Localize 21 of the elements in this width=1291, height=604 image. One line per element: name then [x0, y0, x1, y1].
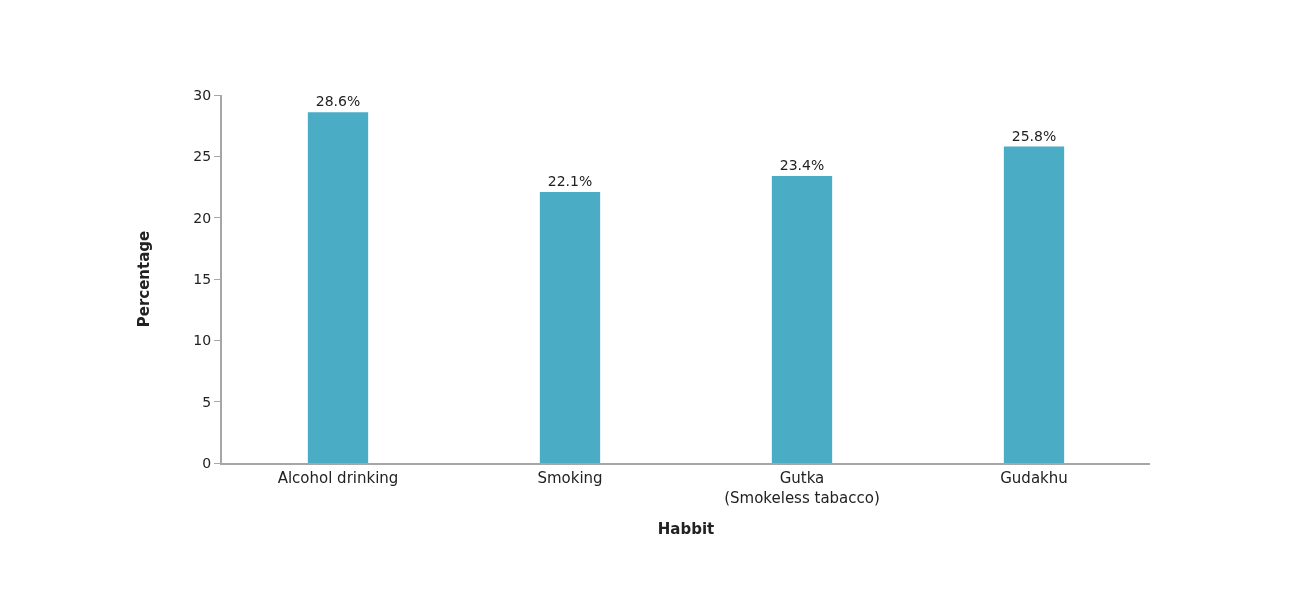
x-tick-label: Smoking — [537, 469, 603, 487]
data-label: 22.1% — [547, 172, 593, 189]
y-tick-label: 20 — [193, 209, 212, 226]
bar — [771, 175, 833, 463]
x-tick-label: Gudakhu — [1000, 469, 1068, 487]
data-label: 28.6% — [315, 93, 361, 110]
y-tick-label: 25 — [193, 148, 212, 165]
data-label: 23.4% — [779, 156, 825, 173]
x-tick-label: Gutka (Smokeless tabacco) — [724, 469, 880, 507]
y-tick-label: 0 — [202, 454, 212, 471]
y-tick-label: 30 — [193, 86, 212, 103]
x-axis-title: Habbit — [657, 520, 715, 538]
y-tick-label: 10 — [193, 332, 212, 349]
y-tick-label: 15 — [193, 270, 212, 287]
bar — [1003, 146, 1065, 463]
y-tick-label: 5 — [202, 393, 212, 410]
bar — [307, 112, 369, 463]
y-axis-title: Percentage — [135, 230, 154, 328]
x-tick-label: Alcohol drinking — [277, 469, 399, 487]
data-label: 25.8% — [1011, 127, 1057, 144]
bar — [539, 191, 601, 463]
